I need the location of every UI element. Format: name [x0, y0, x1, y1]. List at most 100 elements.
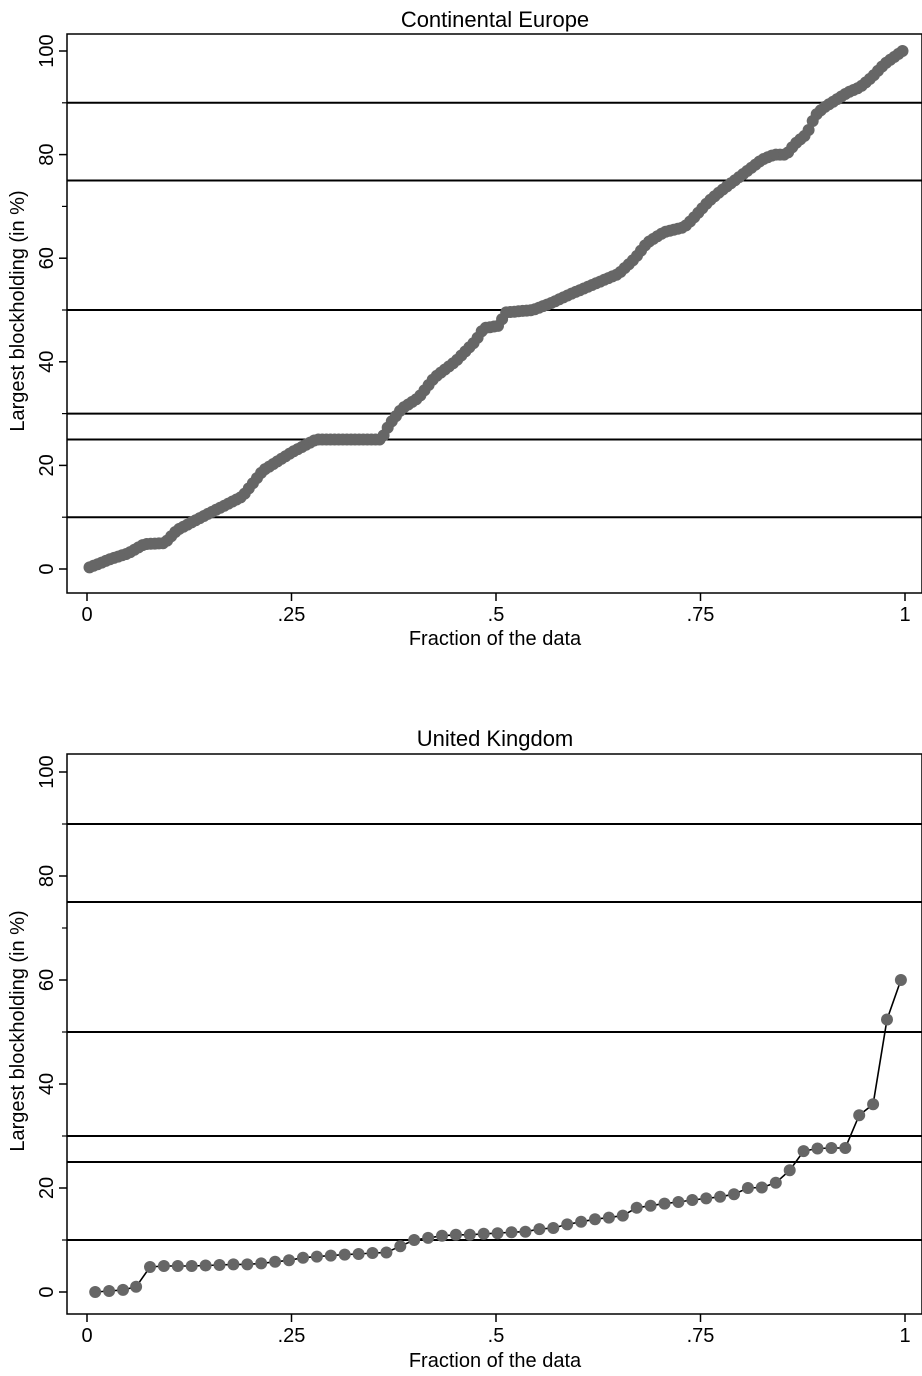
x-tick-label: 1	[899, 604, 910, 626]
data-point	[783, 1164, 796, 1177]
data-point	[589, 1213, 601, 1226]
data-point	[802, 124, 815, 136]
data-point	[896, 45, 909, 57]
y-tick-label: 20	[36, 454, 58, 476]
reference-lines	[67, 101, 922, 519]
data-point	[533, 1223, 546, 1236]
x-tick-label: .75	[687, 604, 715, 626]
data-point	[449, 1228, 462, 1241]
data-point	[130, 1280, 143, 1293]
data-point	[310, 1250, 323, 1263]
x-tick-label: 0	[81, 604, 92, 626]
data-point	[436, 1229, 448, 1242]
y-tick-label: 60	[36, 247, 58, 269]
data-point	[89, 1286, 102, 1298]
data-point	[519, 1225, 532, 1238]
data-point	[117, 1283, 129, 1296]
data-point	[422, 1231, 435, 1244]
data-point	[741, 1182, 754, 1194]
y-tick-label: 40	[36, 351, 58, 373]
data-point	[199, 1259, 212, 1272]
data-point	[394, 1240, 407, 1253]
data-point	[144, 1261, 156, 1273]
data-point	[867, 1098, 880, 1111]
y-tick-label: 100	[36, 755, 58, 788]
chart-title: Continental Europe	[401, 7, 589, 32]
data-point	[561, 1218, 574, 1231]
data-point	[505, 1226, 518, 1239]
data-point	[366, 1247, 379, 1259]
data-point	[547, 1222, 560, 1234]
x-tick-label: .25	[278, 1325, 306, 1347]
chart-panel-united-kingdom: United Kingdom Largest blockholding (in …	[7, 726, 922, 1372]
data-point	[575, 1215, 588, 1228]
data-point	[297, 1251, 309, 1264]
data-point	[283, 1254, 295, 1267]
y-tick-label: 20	[36, 1177, 58, 1199]
x-tick-label: .5	[488, 604, 505, 626]
data-point	[839, 1142, 852, 1154]
data-series	[89, 974, 907, 1298]
data-point	[255, 1257, 268, 1270]
x-tick-label: .25	[278, 604, 306, 626]
data-point	[213, 1259, 226, 1271]
y-tick-label: 0	[36, 563, 58, 574]
data-point	[755, 1181, 768, 1194]
data-point	[672, 1196, 685, 1208]
y-axis-label: Largest blockholding (in %)	[7, 190, 29, 431]
data-point	[380, 1246, 393, 1259]
data-point	[811, 1142, 824, 1155]
data-point	[269, 1255, 282, 1268]
data-point	[171, 1260, 184, 1272]
data-point	[700, 1192, 713, 1205]
data-point	[797, 1145, 810, 1158]
y-tick-label: 80	[36, 865, 58, 887]
data-point	[352, 1248, 365, 1260]
y-axis-label: Largest blockholding (in %)	[7, 910, 29, 1151]
data-point	[157, 1260, 170, 1272]
y-tick-label: 100	[36, 34, 58, 67]
data-point	[463, 1228, 476, 1241]
data-point	[338, 1248, 351, 1261]
chart-panel-continental-europe: Continental Europe Largest blockholding …	[7, 7, 922, 650]
x-tick-label: .75	[687, 1325, 715, 1347]
data-point	[658, 1197, 671, 1210]
plot-frame	[66, 753, 922, 1315]
data-series	[83, 45, 909, 574]
data-point	[686, 1194, 699, 1206]
axes: 0 20 40 60 80 100 0 .25 .5 .75 1	[36, 34, 911, 626]
data-point	[894, 974, 907, 986]
reference-lines	[67, 823, 922, 1241]
y-tick-label: 60	[36, 969, 58, 991]
data-point	[728, 1188, 740, 1201]
data-point	[602, 1211, 615, 1224]
axes: 0 20 40 60 80 100 0 .25 .5 .75 1	[36, 755, 911, 1347]
data-point	[769, 1176, 782, 1189]
data-point	[185, 1260, 198, 1272]
y-tick-label: 40	[36, 1073, 58, 1095]
x-axis-label: Fraction of the data	[409, 628, 582, 650]
data-point	[408, 1234, 421, 1246]
y-tick-label: 80	[36, 143, 58, 165]
x-tick-label: .5	[488, 1325, 505, 1347]
data-point	[714, 1190, 727, 1203]
data-point	[103, 1285, 116, 1297]
data-point	[491, 1227, 504, 1240]
data-point	[825, 1142, 838, 1154]
data-point	[630, 1201, 643, 1214]
data-point	[644, 1199, 657, 1212]
data-point	[227, 1258, 240, 1271]
data-point	[616, 1209, 629, 1222]
data-point	[324, 1249, 337, 1262]
y-tick-label: 0	[36, 1286, 58, 1297]
plot-frame	[66, 33, 922, 594]
x-tick-label: 1	[899, 1325, 910, 1347]
chart-title: United Kingdom	[417, 726, 574, 751]
data-point	[477, 1227, 490, 1240]
x-tick-label: 0	[81, 1325, 92, 1347]
data-point	[241, 1258, 254, 1271]
data-point	[881, 1013, 893, 1026]
x-axis-label: Fraction of the data	[409, 1350, 582, 1372]
data-point	[853, 1109, 866, 1122]
